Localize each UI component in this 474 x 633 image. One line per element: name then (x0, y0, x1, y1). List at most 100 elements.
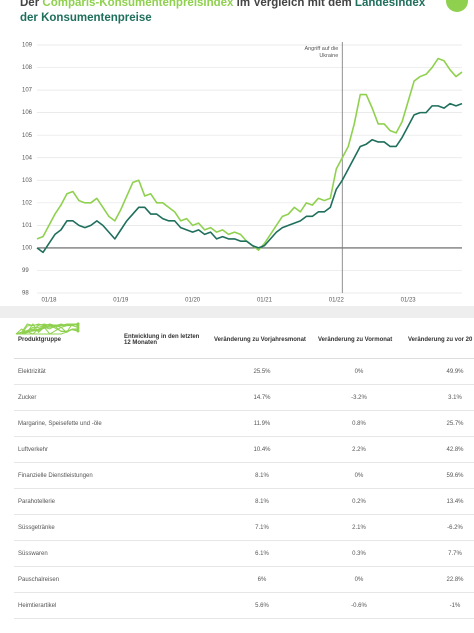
sparkline-line (16, 323, 78, 335)
value-cell: 7.7% (404, 540, 474, 567)
x-tick-label: 01/20 (185, 298, 201, 304)
trend-cell (15, 322, 210, 619)
chart: 98 99 100 101 102 103 104 105 106 107 108 109 01/18 0… (22, 42, 463, 304)
y-tick-label: 99 (22, 268, 29, 274)
y-tick-label: 102 (22, 200, 33, 206)
annotation: Angriff auf die Ukraine (304, 46, 339, 59)
trend-cell (16, 322, 210, 489)
product-name: Süssgetränke (14, 514, 120, 541)
product-name: Luftverkehr (14, 436, 120, 463)
value-cell: 8.1% (210, 462, 314, 489)
value-cell: 0% (314, 358, 404, 385)
value-cell: 7.1% (210, 514, 314, 541)
y-tick-label: 108 (22, 65, 33, 71)
trend-cell (16, 322, 210, 385)
value-cell: 49.9% (404, 358, 474, 385)
table-row: Margarine, Speisefette und -öle 11.9% 0.8%… (14, 323, 474, 437)
product-name: Finanzielle Dienstleistungen (14, 462, 120, 489)
sparkline-line (15, 323, 78, 335)
title-part: Landesindex der Konsumentenpreise (20, 0, 426, 24)
value-cell: 25.7% (404, 410, 474, 437)
table-row: Süssgetränke 7.1% 2.1% -6.2% (14, 322, 474, 541)
value-cell: 59.6% (404, 462, 474, 489)
x-tick-label: 01/21 (257, 298, 273, 304)
value-cell: 6.1% (210, 540, 314, 567)
table-row: Elektrizität 25.5% 0% 49.9% (14, 322, 474, 385)
value-cell: -6.2% (404, 514, 474, 541)
chart-title: Der Comparis-Konsumentenpreisindex im Ve… (20, 0, 440, 26)
plot-background (37, 43, 462, 293)
title-part: im Vergleich mit dem (236, 0, 352, 9)
value-cell: -3.2% (314, 384, 404, 411)
value-cell: 2.1% (314, 514, 404, 541)
title-part: Comparis-Konsumentenpreisindex (42, 0, 234, 9)
value-cell: 0% (314, 462, 404, 489)
x-tick-label: 01/22 (329, 298, 345, 304)
table-row: Heimtierartikel 5.6% -0.6% -1% (14, 322, 474, 619)
table-row: Finanzielle Dienstleistungen 8.1% 0% 59.6% (14, 322, 474, 489)
y-tick-label: 98 (22, 291, 29, 297)
product-name: Parahotellerie (14, 488, 120, 515)
column-header: Entwicklung in den letzten 12 Monaten (120, 322, 210, 359)
y-tick-label: 104 (22, 155, 33, 161)
trend-cell (15, 322, 210, 567)
table-row: Parahotellerie 8.1% 0.2% 13.4% (14, 323, 474, 515)
y-tick-label: 100 (22, 245, 33, 251)
series-line (36, 102, 463, 254)
value-cell: 14.7% (210, 384, 314, 411)
y-tick-label: 105 (22, 133, 33, 139)
header-row: Produktgruppe Entwicklung in den letzten … (14, 322, 474, 359)
y-tick-label: 106 (22, 110, 33, 116)
value-cell: 5.6% (210, 592, 314, 619)
table: Produktgruppe Entwicklung in den letzten … (14, 322, 474, 619)
value-cell: 3.1% (404, 384, 474, 411)
value-cell: 0.2% (314, 488, 404, 515)
column-header: Veränderung zu Vorjahresmonat (210, 322, 314, 359)
value-cell: 42.8% (404, 436, 474, 463)
value-cell: 10.4% (210, 436, 314, 463)
x-tick-label: 01/19 (113, 298, 129, 304)
column-header: Veränderung zu vor 20 Jahren* (404, 322, 474, 359)
trend-cell (15, 323, 210, 411)
table-row: Süsswaren 6.1% 0.3% 7.7% (14, 322, 474, 567)
trend-cell (16, 323, 210, 593)
trend-cell (15, 323, 210, 437)
y-tick-label: 109 (22, 43, 33, 49)
value-cell: 0.3% (314, 540, 404, 567)
product-name: Elektrizität (14, 358, 120, 385)
table-body: Elektrizität 25.5% 0% 49.9% Zucker 14.7% -3.2%… (14, 322, 474, 619)
value-cell: 0% (314, 566, 404, 593)
separator (0, 306, 474, 318)
logo (446, 0, 468, 12)
value-cell: 8.1% (210, 488, 314, 515)
table-row: Zucker 14.7% -3.2% 3.1% (14, 323, 474, 411)
value-cell: 25.5% (210, 358, 314, 385)
sparkline-dot (76, 327, 80, 331)
product-name: Zucker (14, 384, 120, 411)
value-cell: -0.6% (314, 592, 404, 619)
x-tick-label: 01/18 (41, 298, 57, 304)
product-name: Heimtierartikel (14, 592, 120, 619)
y-tick-label: 103 (22, 178, 33, 184)
product-name: Margarine, Speisefette und -öle (14, 410, 120, 437)
product-name: Süsswaren (14, 540, 120, 567)
trend-cell (15, 323, 210, 515)
value-cell: -1% (404, 592, 474, 619)
title-part: Der (20, 0, 40, 9)
trend-cell (16, 323, 210, 463)
sparkline-dot (76, 322, 80, 326)
table-row: Luftverkehr 10.4% 2.2% 42.8% (14, 323, 474, 463)
value-cell: 13.4% (404, 488, 474, 515)
x-tick-label: 01/23 (401, 298, 417, 304)
y-tick-label: 101 (22, 223, 33, 229)
product-name: Pauschalreisen (14, 566, 120, 593)
value-cell: 6% (210, 566, 314, 593)
value-cell: 2.2% (314, 436, 404, 463)
sparkline (16, 323, 80, 335)
table-row: Pauschalreisen 6% 0% 22.8% (14, 323, 474, 593)
value-cell: 0.8% (314, 410, 404, 437)
sparkline (15, 322, 80, 335)
trend-cell (15, 322, 210, 541)
value-cell: 22.8% (404, 566, 474, 593)
